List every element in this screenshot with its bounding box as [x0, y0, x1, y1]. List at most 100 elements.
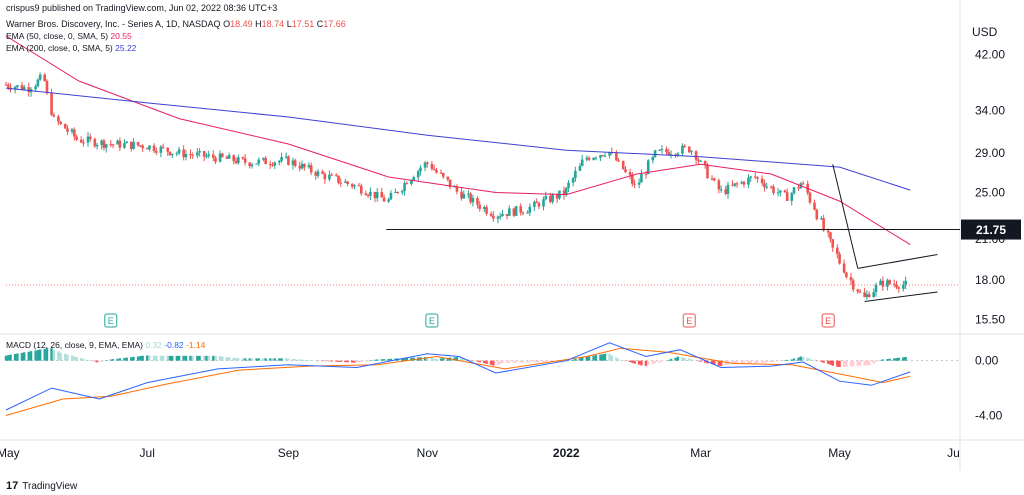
candle-body: [104, 144, 108, 148]
macd-histogram-bar: [146, 355, 149, 361]
low-value: 17.51: [291, 19, 315, 29]
candle-body: [813, 202, 816, 210]
macd-histogram-bar: [669, 358, 673, 361]
tradingview-logo[interactable]: 17 TradingView: [6, 480, 77, 492]
macd-histogram-bar: [70, 355, 74, 361]
macd-axis-tick: 0.00: [975, 354, 999, 368]
candle-body: [763, 183, 766, 188]
macd-histogram-bar: [499, 360, 502, 365]
macd-histogram-bar: [765, 360, 768, 363]
macd-histogram-bar: [321, 360, 324, 362]
macd-histogram-bar: [567, 360, 570, 362]
candle-body: [218, 153, 222, 162]
candle-body: [665, 149, 668, 153]
candle-body: [724, 189, 727, 195]
candle-body: [82, 142, 85, 144]
earnings-marker: [425, 313, 439, 328]
candle-body: [280, 157, 283, 161]
candle-body: [88, 136, 92, 140]
macd-histogram-bar: [309, 360, 313, 361]
candle-body: [419, 167, 422, 172]
candle-body: [892, 283, 896, 285]
symbol-title: Warner Bros. Discovery, Inc. - Series A,…: [6, 19, 221, 29]
ema200-legend[interactable]: EMA (200, close, 0, SMA, 5) 25.22: [6, 43, 136, 53]
symbol-legend[interactable]: Warner Bros. Discovery, Inc. - Series A,…: [6, 19, 346, 29]
candle-body: [735, 183, 739, 185]
candle-body: [232, 155, 236, 162]
macd-histogram-bar: [615, 357, 618, 361]
candle-body: [815, 209, 819, 220]
macd-histogram-bar: [344, 360, 347, 363]
candle-body: [287, 156, 290, 165]
macd-histogram-bar: [182, 355, 185, 361]
macd-histogram-bar: [20, 352, 24, 361]
date-axis-tick: Ju: [947, 446, 960, 460]
candle-body: [681, 145, 684, 154]
candle-body: [562, 190, 566, 196]
candle-body: [535, 201, 538, 203]
candle-body: [872, 292, 876, 298]
macd-histogram-bar: [50, 348, 53, 361]
ema200-value: 25.22: [115, 43, 137, 53]
earnings-marker: [821, 313, 835, 328]
macd-histogram-bar: [749, 360, 752, 364]
macd-label: MACD (12, 26, close, 9, EMA, EMA): [6, 340, 143, 350]
candle-body: [314, 172, 318, 176]
candle-body: [628, 172, 632, 176]
macd-histogram-bar: [836, 360, 839, 367]
macd-histogram-bar: [366, 360, 370, 362]
macd-histogram-bar: [155, 355, 158, 361]
macd-histogram-bar: [683, 357, 686, 361]
price-axis-tick: 25.00: [975, 185, 1005, 199]
macd-histogram-bar: [59, 352, 62, 361]
candle-body: [357, 185, 361, 187]
macd-histogram-bar: [731, 360, 734, 365]
macd-histogram-bar: [303, 359, 306, 361]
candle-body: [533, 201, 536, 207]
close-value: 17.66: [323, 19, 346, 29]
macd-histogram-bar: [136, 356, 140, 361]
price-axis-tick: 18.00: [975, 273, 1005, 287]
candle-body: [66, 128, 69, 132]
macd-histogram-bar: [690, 359, 693, 361]
candle-body: [225, 156, 229, 159]
macd-histogram-bar: [426, 357, 429, 361]
macd-histogram-bar: [225, 357, 229, 361]
candle-body: [373, 191, 377, 199]
candle-body: [132, 142, 135, 149]
candle-body: [703, 160, 707, 165]
candle-body: [369, 191, 372, 196]
candle-body: [467, 193, 470, 195]
earnings-marker: [682, 313, 696, 328]
candle-body: [851, 280, 855, 290]
candle-body: [100, 140, 103, 145]
candle-body: [234, 161, 238, 163]
ema50-label: EMA (50, close, 0, SMA, 5): [6, 31, 109, 41]
macd-histogram-bar: [608, 353, 611, 361]
macd-histogram-bar: [7, 355, 10, 361]
macd-histogram-bar: [581, 357, 584, 361]
candle-body: [637, 182, 641, 185]
candle-body: [801, 183, 805, 185]
macd-histogram-bar: [633, 360, 636, 364]
candle-body: [856, 289, 860, 292]
macd-histogram-bar: [815, 360, 818, 362]
macd-histogram-bar: [710, 360, 714, 365]
candle-body: [6, 84, 10, 88]
ema50-legend[interactable]: EMA (50, close, 0, SMA, 5) 20.55: [6, 31, 132, 41]
macd-histogram-bar: [653, 360, 657, 364]
macd-legend[interactable]: MACD (12, 26, close, 9, EMA, EMA) 0.32 -…: [6, 340, 205, 350]
candle-body: [651, 156, 655, 161]
ema200-label: EMA (200, close, 0, SMA, 5): [6, 43, 113, 53]
candle-body: [298, 165, 302, 169]
flag-upper-line: [857, 254, 938, 269]
macd-histogram-bar: [713, 360, 716, 365]
candle-body: [719, 189, 723, 191]
macd-histogram-bar: [116, 358, 119, 361]
date-axis-tick: May: [828, 446, 851, 460]
candle-body: [542, 199, 545, 207]
candle-body: [838, 253, 841, 264]
macd-histogram-bar: [455, 357, 459, 361]
macd-histogram-bar: [278, 358, 281, 361]
